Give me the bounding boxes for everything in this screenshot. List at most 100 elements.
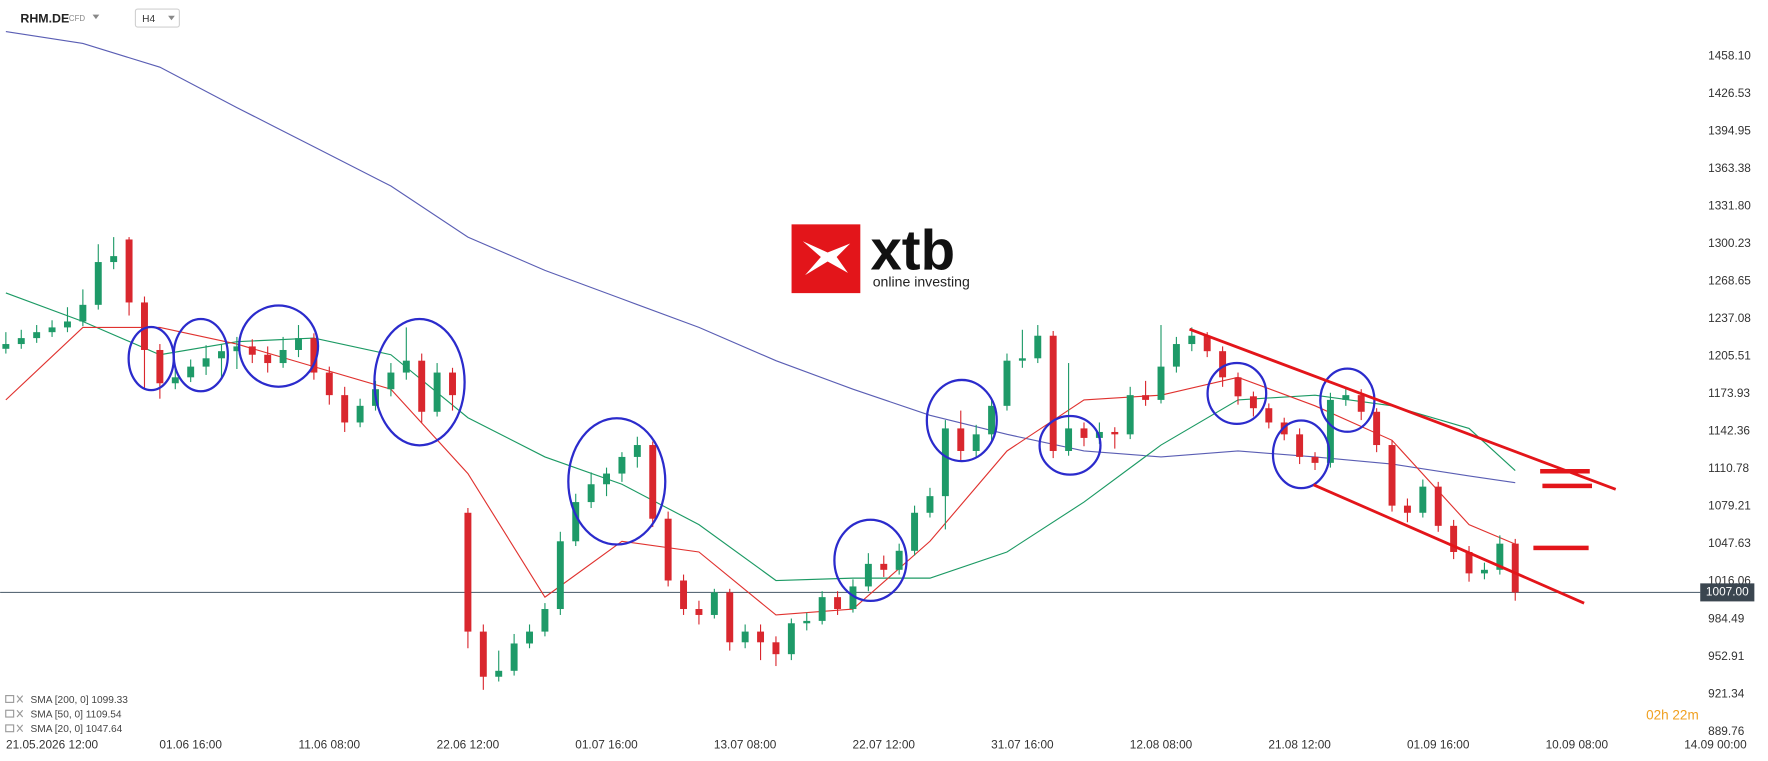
candle-body	[356, 405, 364, 423]
candle-body	[449, 372, 456, 396]
candle-body	[1342, 395, 1350, 400]
candle-body	[988, 405, 996, 435]
interval-select[interactable]	[134, 8, 180, 28]
x-tick-label: 21.05.2026 12:00	[6, 737, 99, 751]
highlight-ellipse	[1038, 414, 1102, 476]
candle-body	[341, 395, 349, 423]
candle-body	[402, 360, 410, 373]
candle-body	[433, 372, 441, 412]
candle-body	[1496, 543, 1504, 570]
y-tick-label: 921.34	[1708, 686, 1745, 700]
candle-body	[464, 512, 472, 632]
interval: H4	[142, 14, 155, 25]
candle-body	[387, 372, 395, 390]
candle-body	[510, 643, 518, 671]
candle-body	[618, 456, 626, 474]
legend-remove[interactable]	[16, 724, 24, 733]
candle-body	[1172, 344, 1180, 367]
candle-body	[572, 502, 580, 542]
y-tick-label: 1205.51	[1708, 349, 1751, 363]
plot-area	[0, 30, 1701, 690]
candle-body	[310, 338, 318, 373]
candle-body	[541, 609, 549, 632]
interval-dropdown	[168, 15, 175, 21]
candle-body	[187, 366, 195, 378]
legend-icon[interactable]	[5, 724, 15, 733]
symbol-dropdown[interactable]	[92, 14, 100, 20]
y-tick-label: 984.49	[1708, 611, 1745, 625]
legend-icon[interactable]	[5, 695, 15, 703]
y-tick-label: 1363.38	[1708, 161, 1751, 175]
candle-body	[2, 344, 10, 349]
candle-body	[1388, 445, 1396, 506]
candle-body	[864, 563, 872, 587]
y-tick-label: 1173.93	[1708, 386, 1750, 400]
candle-body	[1311, 456, 1319, 463]
level-marker	[1533, 545, 1589, 551]
legend-icons	[5, 695, 24, 733]
candle-body	[972, 434, 980, 451]
candle-body	[710, 592, 718, 615]
y-tick-label: 1426.53	[1708, 86, 1751, 100]
candle-body	[1296, 434, 1304, 457]
toolbar: RHM.DE CFD H4	[20, 8, 180, 28]
level-marker	[1542, 483, 1593, 489]
candle-body	[664, 518, 672, 581]
candle-body	[295, 338, 302, 350]
y-tick-label: 1079.21	[1708, 499, 1751, 513]
candle-body	[110, 256, 118, 263]
candle-body	[633, 445, 641, 457]
y-tick-label: 1142.36	[1708, 424, 1750, 438]
x-tick-label: 22.07 12:00	[853, 737, 916, 751]
y-tick-label: 1110.78	[1708, 461, 1749, 475]
candle-body	[1465, 551, 1473, 574]
candle-body	[1234, 377, 1242, 397]
legend-remove[interactable]	[16, 709, 24, 718]
legend-icon[interactable]	[5, 709, 15, 718]
x-tick-label: 22.06 12:00	[437, 737, 500, 751]
level-marker	[1540, 469, 1590, 474]
candle-body	[1111, 431, 1119, 435]
candle-body	[957, 428, 965, 451]
y-tick-label: 1047.63	[1708, 536, 1751, 550]
highlight-ellipse	[567, 417, 667, 546]
highlight-ellipse	[925, 378, 998, 463]
candle-body	[1188, 335, 1196, 345]
candle-body	[603, 473, 610, 485]
highlight-ellipse	[127, 325, 175, 392]
x-tick-label: 21.08 12:00	[1268, 737, 1331, 751]
y-tick-label: 1268.65	[1708, 274, 1751, 288]
symbol[interactable]: RHM.DE	[20, 11, 69, 25]
candle-body	[556, 541, 564, 610]
last-price-box	[1700, 583, 1755, 602]
logo: xtb online investing	[791, 219, 970, 294]
last-price-label: 1007.00	[1706, 585, 1749, 599]
candle-body	[17, 338, 25, 345]
logo-x	[802, 241, 851, 276]
candle-body	[587, 484, 595, 503]
highlight-ellipse	[172, 317, 229, 393]
candle-body	[526, 631, 533, 644]
candle-body	[1249, 396, 1257, 409]
candle-body	[279, 349, 287, 364]
candle-body	[141, 302, 148, 350]
legend-label: SMA [200, 0] 1099.33	[31, 695, 129, 706]
legend-remove[interactable]	[16, 695, 24, 703]
candle-body	[33, 332, 41, 339]
x-tick-label: 11.06 08:00	[298, 737, 360, 751]
candle-body	[1219, 351, 1227, 378]
y-tick-label: 952.91	[1708, 649, 1744, 663]
candle-body	[911, 512, 919, 551]
highlight-ellipse	[1271, 419, 1331, 490]
logo-tagline: online investing	[873, 274, 970, 290]
candle-body	[941, 428, 949, 497]
candle-body	[1480, 569, 1488, 574]
candle-body	[1034, 335, 1042, 359]
highlight-ellipse	[1206, 361, 1268, 426]
candle-body	[1419, 486, 1427, 513]
candle-timer: 02h 22m	[1646, 707, 1699, 722]
y-tick-label: 1300.23	[1708, 236, 1751, 250]
candle-body	[818, 597, 826, 621]
x-tick-label: 01.07 16:00	[575, 737, 638, 751]
